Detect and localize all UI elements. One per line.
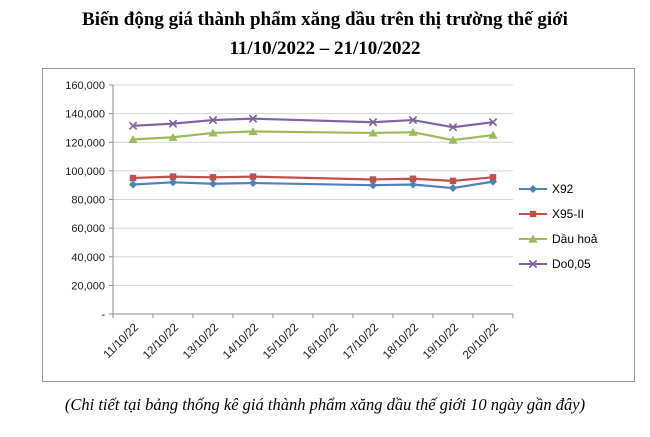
svg-text:20/10/22: 20/10/22 <box>461 322 501 362</box>
legend-item-x92: X92 <box>519 182 597 196</box>
footer-caption: (Chi tiết tại bảng thống kê giá thành ph… <box>64 395 586 414</box>
legend-label-dau-hoa: Dầu hoả <box>552 232 598 246</box>
legend-item-x95-ii: X95-II <box>519 207 597 221</box>
svg-text:15/10/22: 15/10/22 <box>261 322 301 362</box>
svg-text:120,000: 120,000 <box>65 137 105 149</box>
legend-marker-do005-icon <box>519 258 547 270</box>
svg-text:14/10/22: 14/10/22 <box>221 322 261 362</box>
svg-text:-: - <box>101 309 105 321</box>
svg-text:160,000: 160,000 <box>65 80 105 92</box>
chart-legend: X92 X95-II Dầu hoả Do0,05 <box>519 182 597 271</box>
svg-text:12/10/22: 12/10/22 <box>141 322 181 362</box>
svg-text:40,000: 40,000 <box>71 252 105 264</box>
legend-marker-dau-hoa-icon <box>519 233 547 245</box>
legend-label-do005: Do0,05 <box>552 257 591 271</box>
chart-container: - 20,000 40,000 60,000 80,000 100,000 120,000 1… <box>42 68 635 382</box>
svg-text:140,000: 140,000 <box>65 109 105 121</box>
chart-title: Biến động giá thành phẩm xăng dầu trên t… <box>82 9 568 30</box>
svg-text:19/10/22: 19/10/22 <box>421 322 461 362</box>
svg-text:11/10/22: 11/10/22 <box>102 322 142 362</box>
svg-text:18/10/22: 18/10/22 <box>381 322 421 362</box>
svg-text:80,000: 80,000 <box>71 195 105 207</box>
legend-label-x92: X92 <box>552 182 574 196</box>
legend-item-dau-hoa: Dầu hoả <box>519 232 597 246</box>
chart-subtitle-date-range: 11/10/2022 – 21/10/2022 <box>229 38 421 59</box>
price-line-chart: - 20,000 40,000 60,000 80,000 100,000 120,000 1… <box>65 80 514 362</box>
legend-marker-x92-icon <box>519 183 547 195</box>
svg-text:20,000: 20,000 <box>71 280 105 292</box>
svg-text:13/10/22: 13/10/22 <box>181 322 221 362</box>
page: Biến động giá thành phẩm xăng dầu trên t… <box>0 9 650 415</box>
svg-text:16/10/22: 16/10/22 <box>301 322 341 362</box>
legend-item-do005: Do0,05 <box>519 257 597 271</box>
svg-text:60,000: 60,000 <box>71 223 105 235</box>
legend-label-x95-ii: X95-II <box>552 207 585 221</box>
svg-text:17/10/22: 17/10/22 <box>341 322 381 362</box>
svg-text:100,000: 100,000 <box>65 166 105 178</box>
legend-marker-x95-ii-icon <box>519 208 547 220</box>
